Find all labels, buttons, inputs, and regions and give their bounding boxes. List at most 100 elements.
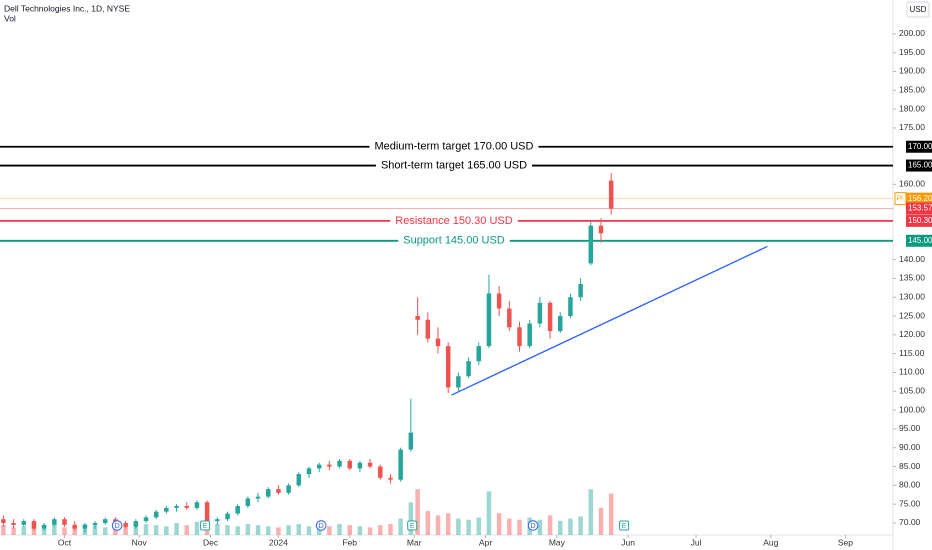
chart-title: Dell Technologies Inc., 1D, NYSE <box>4 3 130 13</box>
volume-bar <box>103 527 108 535</box>
y-tick-label: 190.00 <box>899 66 925 76</box>
price-badge <box>906 202 932 215</box>
candle-body <box>507 308 512 328</box>
level-label: Support 145.00 USD <box>403 235 505 247</box>
event-marker <box>527 520 539 531</box>
candle-body <box>72 524 77 529</box>
volume-bar <box>425 511 431 535</box>
candle-body <box>306 468 312 475</box>
volume-bar <box>486 491 492 535</box>
candle-body <box>337 460 342 467</box>
volume-bar <box>174 523 179 535</box>
level-badge <box>906 159 932 172</box>
x-tick-label: Aug <box>763 537 778 547</box>
candle-body <box>255 496 261 499</box>
volume-bar <box>398 518 403 535</box>
volume-bar <box>367 527 373 535</box>
volume-bar <box>225 525 230 535</box>
volume-bar <box>598 507 604 535</box>
level-badge-label: 165.00 <box>908 161 932 170</box>
candle-body <box>21 521 27 525</box>
candle-body <box>316 464 322 469</box>
candle-body <box>388 477 393 480</box>
price-tag <box>894 192 907 206</box>
candle-body <box>1 519 6 523</box>
volume-bar <box>245 524 251 535</box>
x-tick-label: 2024 <box>269 537 288 547</box>
candle-body <box>588 225 594 264</box>
event-marker <box>200 520 211 531</box>
y-tick-label: 110.00 <box>899 367 925 377</box>
chart-subtitle: Vol <box>4 13 16 23</box>
candle-body <box>133 521 139 527</box>
x-tick-label: Nov <box>132 537 148 547</box>
price-badge-label: 156.20 <box>908 194 932 203</box>
y-tick-label: 95.00 <box>899 423 921 433</box>
candle-body <box>527 323 532 347</box>
y-tick-label: 80.00 <box>899 480 921 490</box>
candle-body <box>445 346 451 388</box>
candle-body <box>92 522 98 525</box>
volume-bar <box>235 526 240 535</box>
volume-bar <box>113 526 118 535</box>
x-tick-label: Feb <box>342 537 357 547</box>
event-label: E <box>410 523 415 530</box>
candle-body <box>486 293 492 347</box>
y-tick-label: 195.00 <box>899 47 925 57</box>
y-tick-label: 140.00 <box>899 254 925 264</box>
candle-body <box>276 489 281 493</box>
volume-bar <box>568 518 573 535</box>
volume-bar <box>588 489 594 535</box>
level-label-bg <box>369 139 539 154</box>
candle-body <box>608 180 614 209</box>
currency-button[interactable] <box>906 1 930 18</box>
event-label: D <box>115 523 120 530</box>
y-tick-label: 200.00 <box>899 28 925 38</box>
candle-body <box>225 513 230 520</box>
event-marker <box>111 520 123 531</box>
volume-bar <box>557 520 563 535</box>
volume-bar <box>327 526 332 535</box>
y-tick-label: 85.00 <box>899 461 921 471</box>
candle-body <box>537 302 543 324</box>
candle-body <box>215 519 220 522</box>
x-tick-label: May <box>549 537 566 547</box>
candle-body <box>11 522 16 525</box>
level-badge <box>906 234 932 247</box>
event-label: E <box>203 523 208 530</box>
y-tick-label: 125.00 <box>899 310 925 320</box>
volume-bar <box>123 525 128 535</box>
y-tick-label: 135.00 <box>899 273 925 283</box>
x-tick-label: Dec <box>203 537 219 547</box>
candle-body <box>357 462 363 469</box>
price-badge <box>906 192 932 205</box>
candle-body <box>52 519 57 525</box>
y-tick-label: 185.00 <box>899 85 925 95</box>
candle-body <box>103 519 108 523</box>
level-badge <box>906 140 932 153</box>
volume-bar <box>496 513 502 535</box>
x-tick-label: Jul <box>691 537 702 547</box>
volume-bar <box>445 513 451 535</box>
event-label: D <box>319 523 324 530</box>
candle-body <box>265 489 271 497</box>
candle-body <box>164 507 169 512</box>
candle-body <box>41 524 47 529</box>
label-layer: 200.00 195.00 190.00 185.00 180.00 175.00 160.… <box>58 28 932 547</box>
currency-label[interactable]: USD <box>910 5 927 14</box>
y-tick-label: 90.00 <box>899 442 921 452</box>
candle-body <box>517 327 522 347</box>
volume-bar <box>1 525 6 535</box>
volume-bar <box>133 526 139 535</box>
candle-body <box>123 522 128 527</box>
volume-bar <box>164 526 169 535</box>
volume-bar <box>337 524 342 535</box>
y-tick-label: 160.00 <box>899 179 925 189</box>
level-label-bg <box>398 233 510 248</box>
level-badge <box>906 214 932 227</box>
trendline <box>451 245 768 396</box>
price-tag-label: Pr <box>897 195 905 202</box>
